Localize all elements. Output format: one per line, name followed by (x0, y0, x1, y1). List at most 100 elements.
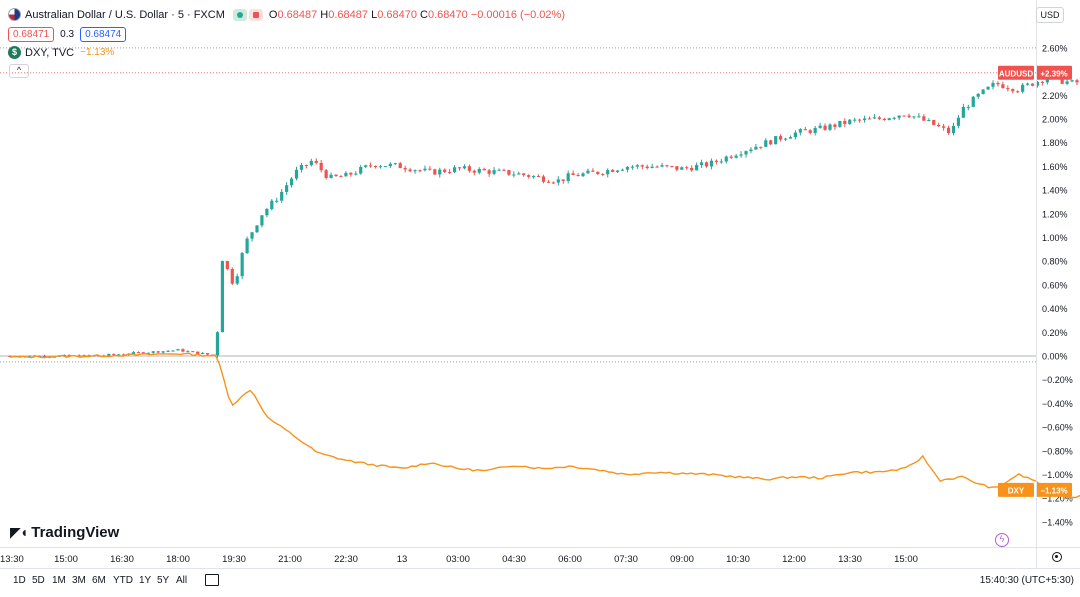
bid-ask-row: 0.68471 0.3 0.68474 (8, 27, 127, 42)
candle-body (1045, 78, 1049, 83)
candle-body (487, 170, 491, 174)
tradingview-logo[interactable]: ◤◖ TradingView (10, 524, 119, 541)
x-tick-label: 03:00 (446, 554, 470, 565)
candle-body (265, 209, 269, 216)
collapse-legend-button[interactable]: ^ (9, 64, 29, 78)
candle-body (620, 169, 625, 171)
candle-body (818, 125, 822, 128)
candle-body (354, 173, 358, 175)
candle-body (388, 163, 392, 167)
range-6m-button[interactable]: 6M (92, 575, 106, 586)
price-axis-divider (1036, 0, 1037, 569)
candle-body (803, 129, 807, 131)
flag-icon (8, 8, 21, 21)
candle-body (502, 169, 506, 171)
candle-body (457, 167, 462, 169)
close-value: 0.68470 (427, 8, 468, 21)
candle-body (344, 172, 348, 177)
candle-body (443, 169, 447, 172)
candle-body (497, 169, 501, 171)
candle-body (408, 169, 412, 172)
y-tick-label: −1.00% (1042, 470, 1073, 480)
y-tick-label: −0.80% (1042, 446, 1073, 456)
gear-icon[interactable] (1052, 552, 1062, 562)
trash-icon[interactable] (248, 8, 263, 21)
clock-readout[interactable]: 15:40:30 (UTC+5:30) (979, 575, 1074, 586)
x-tick-label: 13:30 (0, 554, 24, 565)
currency-button[interactable]: USD (1036, 7, 1064, 23)
candle-body (695, 164, 699, 171)
candle-body (477, 168, 481, 173)
eye-icon[interactable] (232, 8, 247, 21)
compare-icon[interactable] (205, 574, 219, 586)
candle-body (260, 215, 264, 226)
candle-body (788, 137, 793, 139)
range-5d-button[interactable]: 5D (32, 575, 45, 586)
candle-body (289, 178, 294, 186)
x-tick-label: 09:00 (670, 554, 694, 565)
compare-symbol-title[interactable]: DXY, TVC (25, 46, 75, 59)
candle-body (186, 351, 190, 353)
range-1m-button[interactable]: 1M (52, 575, 66, 586)
candle-body (1025, 83, 1030, 85)
x-tick-label: 22:30 (334, 554, 358, 565)
y-axis: −1.40% −1.20% −1.00% −0.80% −0.60% −0.40% −0.2… (1042, 43, 1073, 527)
candle-body (892, 117, 896, 119)
range-3m-button[interactable]: 3M (72, 575, 86, 586)
candle-body (433, 169, 437, 175)
range-1y-button[interactable]: 1Y (139, 575, 152, 586)
candle-body (196, 351, 200, 355)
candle-body (561, 179, 565, 181)
candle-body (596, 171, 600, 175)
y-tick-label: 0.20% (1042, 328, 1068, 338)
range-1d-button[interactable]: 1D (13, 575, 26, 586)
candle-body (181, 349, 185, 352)
candle-body (146, 352, 150, 354)
candle-body (655, 166, 659, 168)
candle-body (981, 89, 985, 94)
candle-body (907, 115, 911, 118)
candle-body (220, 261, 225, 333)
last-value-tags: AUDUSD +2.39% DXY −1.13% (998, 65, 1072, 497)
range-5y-button[interactable]: 5Y (157, 575, 170, 586)
sell-price-button[interactable]: 0.68471 (8, 27, 55, 42)
buy-price-button[interactable]: 0.68474 (80, 27, 127, 42)
candle-body (611, 170, 615, 172)
candle-body (729, 156, 733, 158)
low-value: 0.68470 (377, 8, 417, 21)
candle-body (482, 168, 486, 171)
y-tick-label: −1.40% (1042, 517, 1073, 527)
candle-body (250, 232, 254, 239)
candle-body (685, 167, 689, 169)
candle-body (225, 261, 229, 269)
x-tick-label: 13:30 (838, 554, 862, 565)
candle-body (413, 170, 417, 172)
dxy-tag-value-text: −1.13% (1040, 486, 1067, 495)
range-ytd-button[interactable]: YTD (113, 575, 133, 586)
candle-body (393, 163, 397, 165)
candle-body (586, 170, 590, 174)
lightning-icon[interactable]: ϟ (995, 533, 1009, 547)
y-tick-label: 0.60% (1042, 280, 1068, 290)
x-tick-label: 06:00 (558, 554, 582, 565)
range-all-button[interactable]: All (176, 575, 188, 586)
candle-body (902, 115, 906, 117)
candle-body (680, 167, 684, 170)
candle-body (349, 172, 353, 175)
candle-body (438, 169, 442, 175)
candle-body (383, 166, 388, 168)
chevron-up-icon: ^ (16, 65, 22, 75)
candle-body (744, 151, 748, 155)
candle-body (67, 354, 71, 356)
candle-body (1011, 89, 1015, 92)
dxy-tag-value (1036, 482, 1072, 497)
tradingview-logo-icon: ◤◖ (10, 524, 28, 540)
candle-body (556, 179, 560, 183)
candle-body (872, 117, 877, 119)
candle-body (161, 351, 165, 353)
audusd-tag-value (1036, 65, 1072, 80)
symbol-title[interactable]: Australian Dollar / U.S. Dollar · 5 · FX… (25, 8, 225, 21)
y-tick-label: −0.60% (1042, 423, 1073, 433)
candle-body (625, 166, 630, 170)
